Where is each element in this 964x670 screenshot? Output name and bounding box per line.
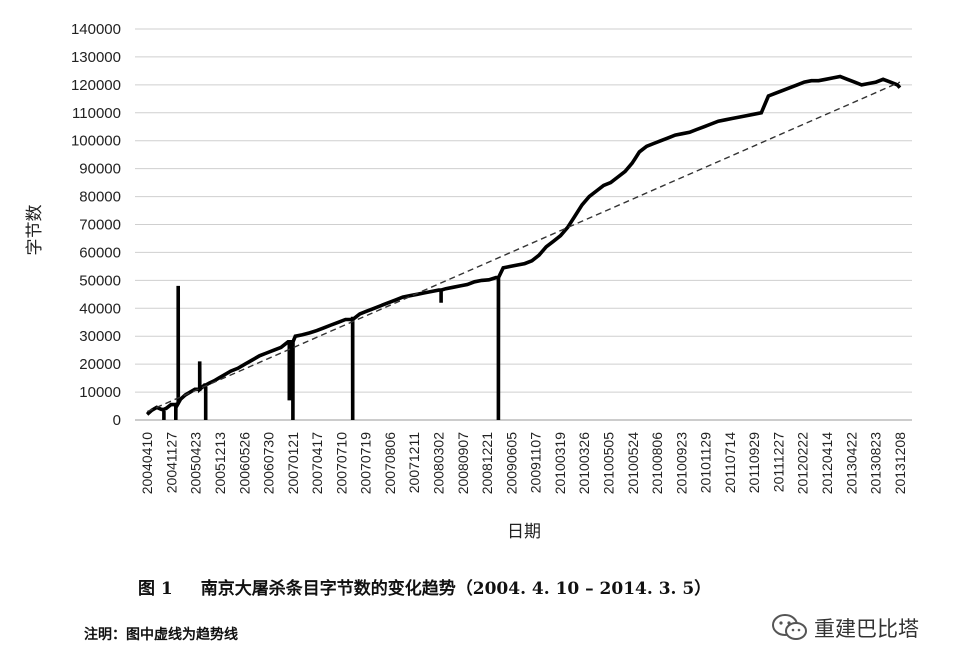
line-chart: 0 10000 20000 30000 40000 50000 60000 70000 8000…	[25, 21, 912, 542]
x-tick-label: 20111227	[770, 432, 786, 492]
x-tick-label: 20130823	[868, 432, 884, 495]
y-tick-label: 50000	[79, 272, 121, 289]
x-tick-label: 20070710	[333, 432, 349, 495]
x-tick-label: 20060526	[236, 432, 252, 495]
x-tick-label: 20130422	[843, 432, 859, 495]
caption-title: 南京大屠杀条目字节数的变化趋势（2004. 4. 10 – 2014. 3. 5…	[200, 579, 712, 599]
watermark: 重建巴比塔	[770, 612, 919, 644]
x-tick-label: 20101129	[698, 432, 714, 493]
y-tick-label: 80000	[79, 189, 121, 206]
x-tick-label: 20041127	[163, 432, 179, 493]
x-tick-label: 20070806	[382, 432, 398, 495]
trend-line	[146, 81, 901, 413]
x-tick-label: 20100524	[625, 432, 641, 495]
x-tick-label: 20081221	[479, 432, 495, 495]
x-tick-label: 20051213	[212, 432, 228, 495]
y-tick-label: 0	[113, 412, 121, 429]
y-tick-label: 60000	[79, 244, 121, 261]
y-tick-label: 120000	[71, 77, 121, 94]
x-tick-label: 20050423	[188, 432, 204, 495]
x-tick-label: 20100923	[673, 432, 689, 495]
y-tick-label: 10000	[79, 384, 121, 401]
y-tick-label: 30000	[79, 328, 121, 345]
y-axis-title: 字节数	[25, 205, 45, 256]
x-tick-label: 20100319	[552, 432, 568, 495]
x-tick-label: 20131208	[892, 432, 908, 495]
x-tick-label: 20100806	[649, 432, 665, 495]
y-tick-label: 90000	[79, 161, 121, 178]
watermark-text: 重建巴比塔	[814, 617, 919, 641]
x-tick-label: 20120222	[795, 432, 811, 495]
figure-note: 注明：图中虚线为趋势线	[84, 627, 238, 643]
figure-caption: 图 1 南京大屠杀条目字节数的变化趋势（2004. 4. 10 – 2014. 3…	[128, 574, 711, 599]
x-tick-label: 20070719	[358, 432, 374, 495]
x-tick-label: 20110929	[746, 432, 762, 493]
x-tick-label: 20120414	[819, 432, 835, 495]
x-axis-title: 日期	[507, 522, 541, 542]
x-tick-label: 20100326	[576, 432, 592, 495]
x-tick-label: 20080907	[455, 432, 471, 495]
x-tick-label: 20110714	[722, 432, 738, 493]
series-layer	[145, 74, 902, 421]
y-tick-label: 70000	[79, 217, 121, 234]
x-tick-label: 20070417	[309, 432, 325, 495]
x-axis-tick-labels: 20040410 20041127 20050423 20051213 20060526…	[139, 432, 908, 495]
y-axis-tick-labels: 0 10000 20000 30000 40000 50000 60000 70000 8000…	[71, 21, 121, 429]
caption-label: 图 1	[138, 579, 173, 599]
x-tick-label: 20080302	[431, 432, 447, 495]
y-tick-label: 20000	[79, 356, 121, 373]
x-tick-label: 20090605	[503, 432, 519, 495]
byte-count-line	[145, 74, 902, 421]
x-tick-label: 20091107	[528, 432, 544, 493]
y-tick-label: 140000	[71, 21, 121, 38]
x-tick-label: 20071211	[406, 432, 422, 493]
x-tick-label: 20060730	[261, 432, 277, 495]
y-tick-label: 100000	[71, 133, 121, 150]
x-tick-label: 20070121	[285, 432, 301, 495]
x-tick-label: 20040410	[139, 432, 155, 495]
y-tick-label: 110000	[72, 105, 121, 122]
wechat-icon	[772, 614, 807, 640]
y-tick-label: 40000	[79, 300, 121, 317]
x-tick-label: 20100505	[600, 432, 616, 495]
y-tick-label: 130000	[71, 49, 121, 66]
grid-lines	[135, 28, 912, 393]
